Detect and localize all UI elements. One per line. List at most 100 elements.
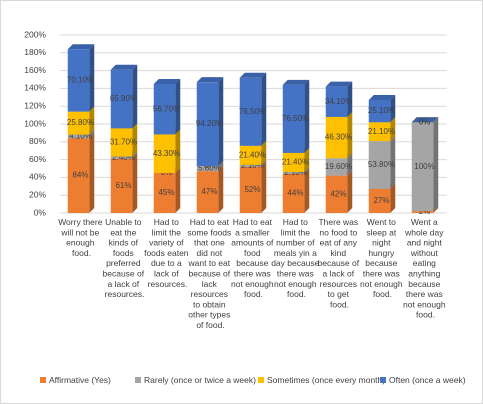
bar-side xyxy=(433,117,439,212)
value-label: 44% xyxy=(287,189,303,198)
bar-top xyxy=(110,64,138,70)
value-label: 56.70% xyxy=(153,104,180,113)
bar-top xyxy=(239,72,267,78)
x-tick-label: Had to eat some foods that one did not w… xyxy=(187,217,233,330)
bar-side xyxy=(304,79,310,153)
bar xyxy=(239,145,262,165)
bar xyxy=(325,116,348,159)
bar xyxy=(196,82,219,167)
y-tick-label: 120% xyxy=(24,100,46,110)
value-label: 45% xyxy=(158,188,174,197)
bar-side xyxy=(390,136,396,189)
legend-swatch xyxy=(380,377,386,383)
bar-top xyxy=(153,78,181,84)
bar xyxy=(325,175,348,213)
bar-side xyxy=(132,64,138,129)
bar-side xyxy=(304,168,310,213)
y-tick-label: 60% xyxy=(29,154,46,164)
value-label: 19.60% xyxy=(325,162,352,171)
x-tick-label: Went a whole day and night without eatin… xyxy=(403,217,448,320)
x-tick-label: Had to limit the number of meals yin a d… xyxy=(271,217,322,299)
value-label: 4.10% xyxy=(69,132,92,141)
bar-side xyxy=(89,106,95,135)
y-tick-label: 100% xyxy=(24,118,46,128)
bar-side xyxy=(175,129,181,173)
bar xyxy=(110,69,133,129)
y-tick-label: 160% xyxy=(24,65,46,75)
value-label: 61% xyxy=(115,181,131,190)
value-label: 2.10% xyxy=(241,161,264,170)
bar-side xyxy=(261,140,267,165)
bar xyxy=(153,172,176,213)
bar xyxy=(196,171,219,213)
bar-side xyxy=(175,167,181,213)
bar-side xyxy=(347,111,353,159)
bar xyxy=(239,77,262,146)
bar xyxy=(368,99,391,123)
value-label: 52% xyxy=(244,185,260,194)
bar-side xyxy=(132,151,138,159)
bar-side xyxy=(347,170,353,213)
bar-side xyxy=(390,117,396,142)
value-label: 2.40% xyxy=(112,153,135,162)
y-tick-label: 200% xyxy=(24,29,46,39)
bar-side xyxy=(390,183,396,213)
x-tick-label: There was no food to eat of any kind bec… xyxy=(318,217,362,309)
legend-swatch xyxy=(135,377,141,383)
value-label: 53.80% xyxy=(368,160,395,169)
bar-side xyxy=(433,206,439,213)
legend-label: Often (once a week) xyxy=(389,375,466,385)
bar-top xyxy=(196,77,224,83)
y-tick-label: 20% xyxy=(29,189,46,199)
bar xyxy=(196,166,219,172)
x-tick-label: Worry there will not be enough food. xyxy=(58,217,105,258)
x-tick-label: Went to sleep at night hungry because th… xyxy=(360,217,405,299)
bar xyxy=(282,171,305,174)
bar xyxy=(67,49,90,112)
y-tick-label: 180% xyxy=(24,47,46,57)
bar xyxy=(325,158,348,176)
value-label: 100% xyxy=(414,162,434,171)
bar xyxy=(153,83,176,135)
bar xyxy=(282,152,305,172)
bar-side xyxy=(218,166,224,213)
bar xyxy=(110,128,133,157)
value-label: 76.50% xyxy=(239,107,266,116)
value-label: 2% xyxy=(419,207,431,216)
legend-label: Rarely (once or twice a week) xyxy=(144,375,256,385)
bar-side xyxy=(218,161,224,172)
legend-label: Sometimes (once every month) xyxy=(267,375,385,385)
bar-side xyxy=(261,159,267,167)
bar xyxy=(110,156,133,159)
bar-side xyxy=(347,81,353,117)
bar-side xyxy=(175,78,181,135)
bar-side xyxy=(390,94,396,123)
value-label: 5.80% xyxy=(198,164,221,173)
value-label: 43.30% xyxy=(153,149,180,158)
bar-side xyxy=(304,166,310,174)
bar xyxy=(67,138,90,213)
value-label: 70.10% xyxy=(67,76,94,85)
bar xyxy=(282,84,305,153)
legend-swatch xyxy=(40,377,46,383)
y-tick-label: 140% xyxy=(24,83,46,93)
value-label: 94.20% xyxy=(196,119,223,128)
x-tick-label: Had to limit the variety of foods eaten … xyxy=(144,217,191,289)
bar-side xyxy=(89,129,95,139)
bar-side xyxy=(132,123,138,157)
value-label: 21.40% xyxy=(282,158,309,167)
bar-top xyxy=(282,79,310,85)
bar-top xyxy=(411,117,439,123)
bar xyxy=(67,111,90,135)
value-label: 0% xyxy=(419,117,431,126)
bar-side xyxy=(89,44,95,112)
bar xyxy=(110,158,133,213)
value-label: 25.80% xyxy=(67,118,94,127)
bar-top xyxy=(325,81,353,87)
x-tick-label: Had to eat a smaller amounts of food bec… xyxy=(231,217,276,299)
bar-side xyxy=(304,147,310,172)
bar-top xyxy=(67,44,95,50)
y-tick-label: 0% xyxy=(34,207,47,217)
value-label: 34.10% xyxy=(325,97,352,106)
value-label: 42% xyxy=(330,189,346,198)
